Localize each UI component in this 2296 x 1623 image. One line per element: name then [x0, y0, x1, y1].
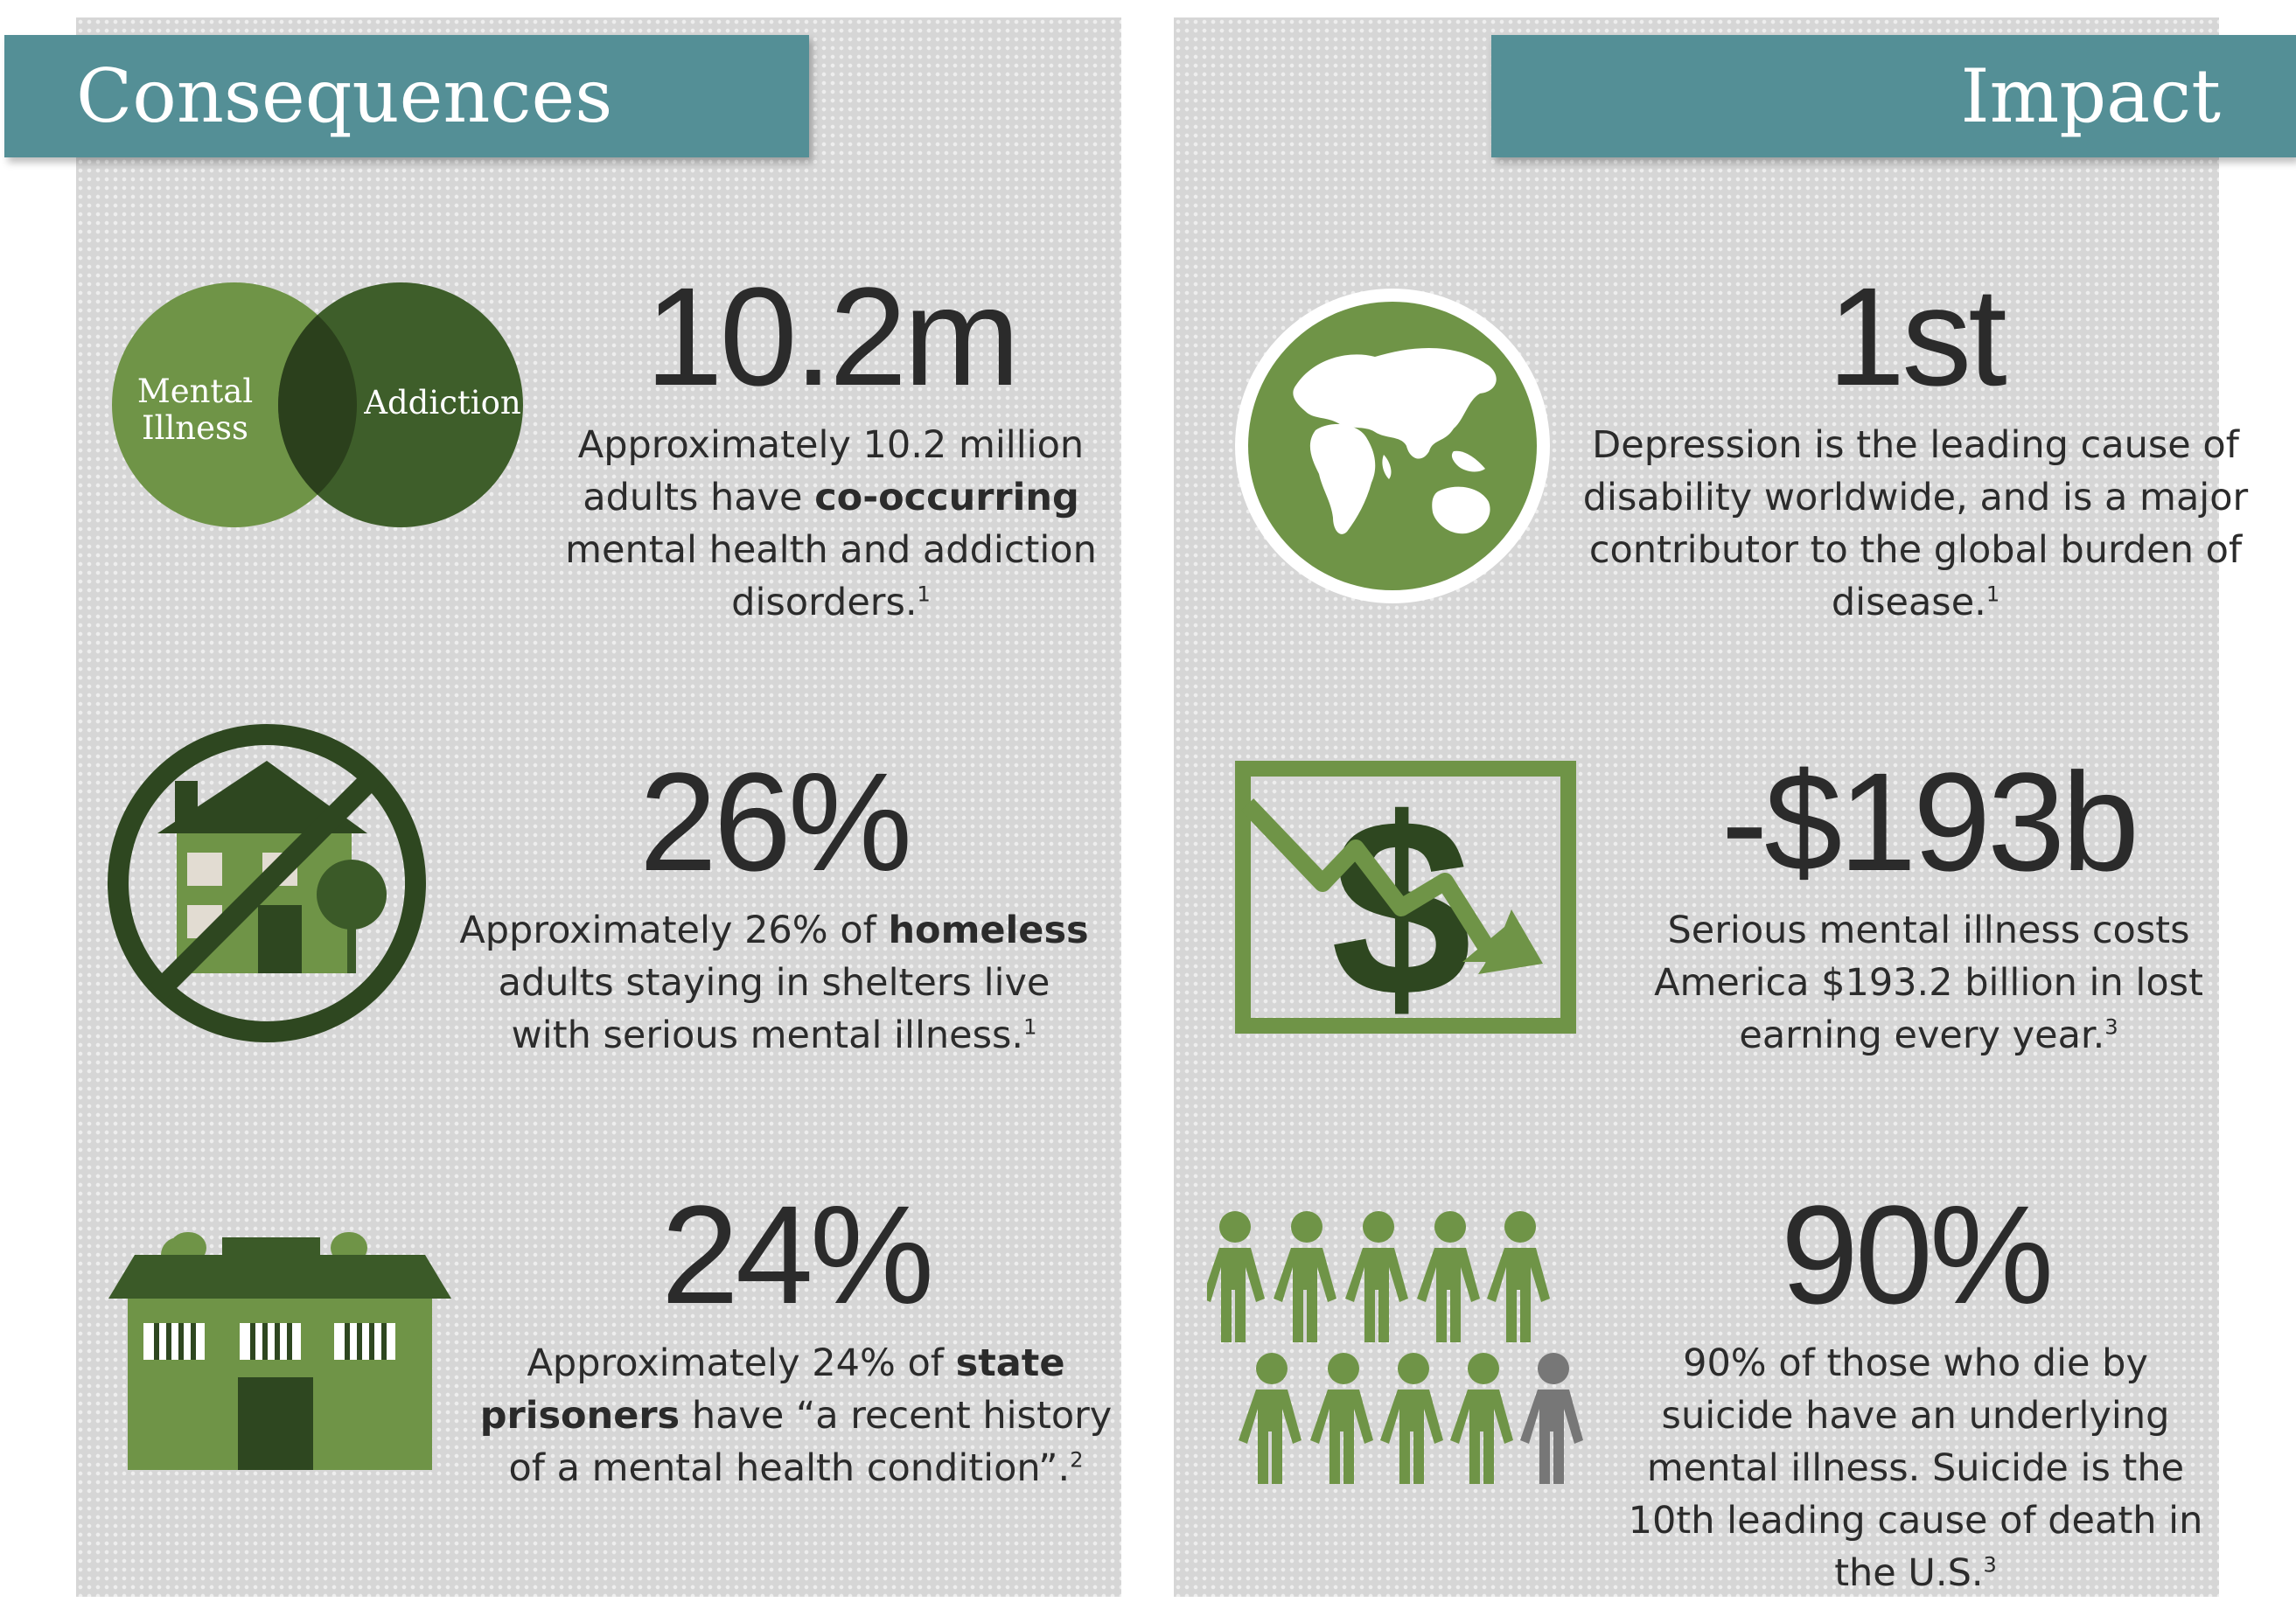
- stat-co-occurring: 10.2m Approximately 10.2 million adults …: [551, 267, 1111, 629]
- consequences-banner: Consequences: [4, 35, 809, 157]
- footnote-ref: 1: [917, 582, 931, 607]
- prison-icon: [108, 1232, 451, 1470]
- stat-description: 90% of those who die by suicide have an …: [1628, 1341, 2203, 1595]
- stat-description: Depression is the leading cause of disab…: [1582, 423, 2249, 624]
- impact-title: Impact: [1960, 53, 2222, 139]
- footnote-ref: 3: [1983, 1552, 1997, 1578]
- consequences-title: Consequences: [76, 53, 613, 139]
- stat-description: Approximately 24% of state prisoners hav…: [479, 1341, 1113, 1490]
- footnote-ref: 1: [1023, 1014, 1037, 1040]
- dollar-down-chart-icon: $: [1235, 761, 1576, 1034]
- stat-value: 90%: [1780, 1176, 2054, 1333]
- stat-lost-earnings: -$193b Serious mental illness costs Amer…: [1601, 752, 2257, 1062]
- venn-diagram-icon: Mental Illness Addiction: [112, 282, 523, 527]
- stat-value: 26%: [639, 743, 912, 900]
- stat-value: 1st: [1827, 258, 2006, 414]
- stat-value: 10.2m: [645, 258, 1021, 414]
- venn-label-mental-illness-line1: Mental: [137, 373, 253, 410]
- venn-label-addiction: Addiction: [363, 384, 520, 421]
- stat-value: -$193b: [1720, 743, 2139, 900]
- stat-description: Serious mental illness costs America $19…: [1654, 909, 2203, 1057]
- people-group-icon: [1207, 1211, 1583, 1484]
- impact-banner: Impact: [1491, 35, 2296, 157]
- impact-panel: [1174, 17, 2219, 1597]
- venn-label-mental-illness-line2: Illness: [142, 409, 248, 447]
- stat-homeless: 26% Approximately 26% of homeless adults…: [437, 752, 1111, 1062]
- stat-value: 24%: [660, 1176, 934, 1333]
- stat-depression: 1st Depression is the leading cause of d…: [1574, 267, 2257, 629]
- footnote-ref: 1: [1985, 582, 2000, 607]
- globe-icon: [1235, 289, 1550, 603]
- stat-description: Approximately 10.2 million adults have c…: [565, 423, 1097, 624]
- footnote-ref: 2: [1070, 1447, 1084, 1473]
- stat-suicide: 90% 90% of those who die by suicide have…: [1618, 1185, 2213, 1599]
- stat-prisoners: 24% Approximately 24% of state prisoners…: [472, 1185, 1120, 1494]
- stat-description: Approximately 26% of homeless adults sta…: [459, 909, 1089, 1057]
- no-house-icon: [108, 724, 426, 1042]
- footnote-ref: 3: [2104, 1014, 2118, 1040]
